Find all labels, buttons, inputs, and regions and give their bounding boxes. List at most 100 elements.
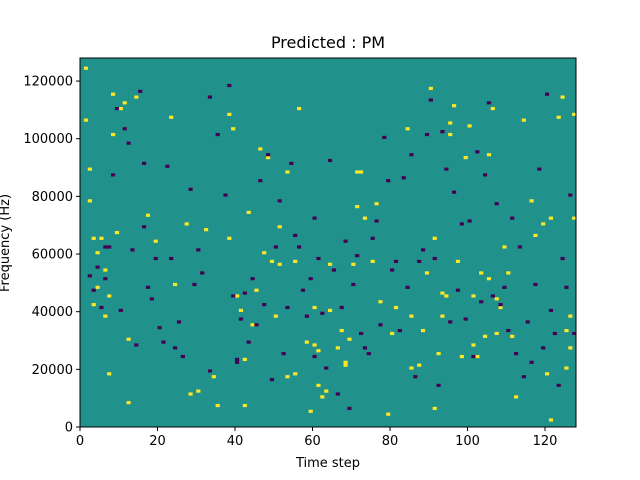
heatmap-cell-low — [103, 277, 108, 281]
heatmap-cell-high — [378, 300, 383, 304]
y-tick-label: 120000 — [23, 75, 73, 90]
heatmap-cell-low — [165, 164, 170, 168]
heatmap-cell-low — [118, 308, 123, 312]
heatmap-cell-low — [180, 354, 185, 359]
heatmap-cell-high — [393, 305, 399, 310]
heatmap-cell-high — [479, 271, 484, 275]
heatmap-cell-low — [339, 305, 344, 310]
y-tick-label: 60000 — [32, 248, 73, 263]
y-tick-label: 40000 — [32, 305, 73, 320]
heatmap-cell-high — [455, 259, 461, 263]
heatmap-cell-low — [405, 285, 410, 289]
heatmap-cell-high — [211, 375, 216, 379]
heatmap-cell-low — [386, 179, 391, 183]
y-tick-label: 100000 — [23, 132, 73, 147]
heatmap-cell-high — [486, 277, 492, 281]
heatmap-cell-low — [207, 95, 213, 99]
heatmap-cell-high — [107, 372, 112, 376]
y-tick-label: 80000 — [32, 190, 73, 205]
plot-frame — [79, 57, 577, 428]
heatmap-cell-low — [494, 202, 499, 206]
heatmap-cell-low — [153, 256, 158, 261]
heatmap-cell-high — [266, 156, 271, 160]
heatmap-cell-high — [339, 328, 344, 333]
heatmap-cell-high — [428, 86, 433, 91]
heatmap-cell-low — [514, 352, 519, 356]
heatmap-cell-low — [269, 377, 275, 382]
x-tick-label: 120 — [533, 434, 558, 449]
heatmap-cell-high — [529, 199, 534, 203]
heatmap-cell-low — [490, 294, 495, 298]
heatmap-cell-high — [560, 95, 565, 99]
heatmap-cell-low — [173, 346, 178, 350]
heatmap-cell-high — [424, 271, 430, 275]
heatmap-cell-high — [293, 372, 298, 376]
heatmap-cell-high — [246, 210, 251, 214]
heatmap-cell-high — [273, 314, 278, 318]
heatmap-cell-low — [161, 340, 166, 344]
heatmap-cell-high — [126, 337, 131, 341]
heatmap-cell-low — [149, 297, 154, 301]
heatmap-cell-low — [312, 354, 317, 359]
heatmap-cell-high — [107, 294, 112, 298]
heatmap-cell-low — [169, 256, 174, 261]
heatmap-cell-low — [331, 268, 337, 272]
heatmap-cell-low — [355, 254, 360, 258]
heatmap-cell-high — [355, 170, 360, 174]
heatmap-cell-low — [103, 245, 108, 249]
heatmap-cell-low — [436, 383, 441, 387]
heatmap-cell-low — [293, 233, 298, 238]
heatmap-cell-low — [242, 291, 247, 295]
heatmap-cell-high — [262, 251, 267, 255]
heatmap-cell-high — [568, 314, 573, 318]
heatmap-plot-area — [79, 57, 577, 428]
heatmap-cell-high — [440, 314, 445, 318]
x-axis: 0 20 40 60 80 100 120 — [76, 427, 558, 449]
heatmap-cell-low — [134, 343, 139, 347]
heatmap-cell-low — [498, 303, 503, 307]
heatmap-cell-high — [308, 409, 313, 413]
heatmap-cell-high — [320, 395, 325, 399]
heatmap-cell-high — [269, 259, 275, 263]
heatmap-cell-high — [432, 236, 437, 240]
heatmap-cell-high — [409, 314, 414, 318]
heatmap-cell-high — [556, 115, 561, 119]
heatmap-cell-low — [533, 282, 538, 287]
heatmap-cell-high — [91, 303, 96, 307]
heatmap-cell-high — [405, 127, 410, 131]
heatmap-cell-low — [424, 132, 430, 137]
heatmap-cell-low — [362, 346, 368, 350]
heatmap-cell-low — [525, 320, 530, 324]
heatmap-cell-high — [452, 104, 457, 108]
heatmap-cell-low — [192, 282, 197, 287]
heatmap-cell-high — [409, 366, 414, 370]
heatmap-cell-high — [486, 153, 492, 157]
heatmap-cell-high — [494, 297, 499, 301]
heatmap-cell-low — [138, 89, 143, 93]
heatmap-cell-low — [393, 259, 399, 263]
heatmap-cell-low — [297, 245, 302, 249]
heatmap-cell-high — [440, 291, 445, 295]
heatmap-background — [80, 58, 576, 427]
heatmap-cell-high — [475, 354, 480, 359]
heatmap-cell-low — [196, 248, 201, 252]
heatmap-cell-high — [134, 95, 139, 99]
heatmap-cell-low — [432, 256, 437, 261]
heatmap-cell-high — [297, 107, 302, 111]
heatmap-cell-low — [455, 288, 461, 292]
heatmap-cell-high — [254, 288, 259, 292]
heatmap-cell-low — [254, 323, 259, 327]
heatmap-cell-high — [502, 245, 507, 249]
chart-title: Predicted : PM — [271, 33, 385, 52]
heatmap-cell-low — [231, 294, 236, 298]
y-axis-label: Frequency (Hz) — [0, 194, 13, 292]
heatmap-cell-high — [285, 375, 290, 379]
heatmap-cell-high — [448, 132, 453, 137]
heatmap-cell-high — [355, 205, 360, 209]
y-axis: 0 20000 40000 60000 80000 100000 120000 — [23, 75, 80, 436]
heatmap-cell-high — [316, 383, 321, 387]
heatmap-cell-low — [541, 346, 546, 350]
heatmap-cell-high — [572, 216, 577, 220]
heatmap-cell-low — [246, 340, 251, 344]
heatmap-cell-high — [463, 156, 468, 160]
